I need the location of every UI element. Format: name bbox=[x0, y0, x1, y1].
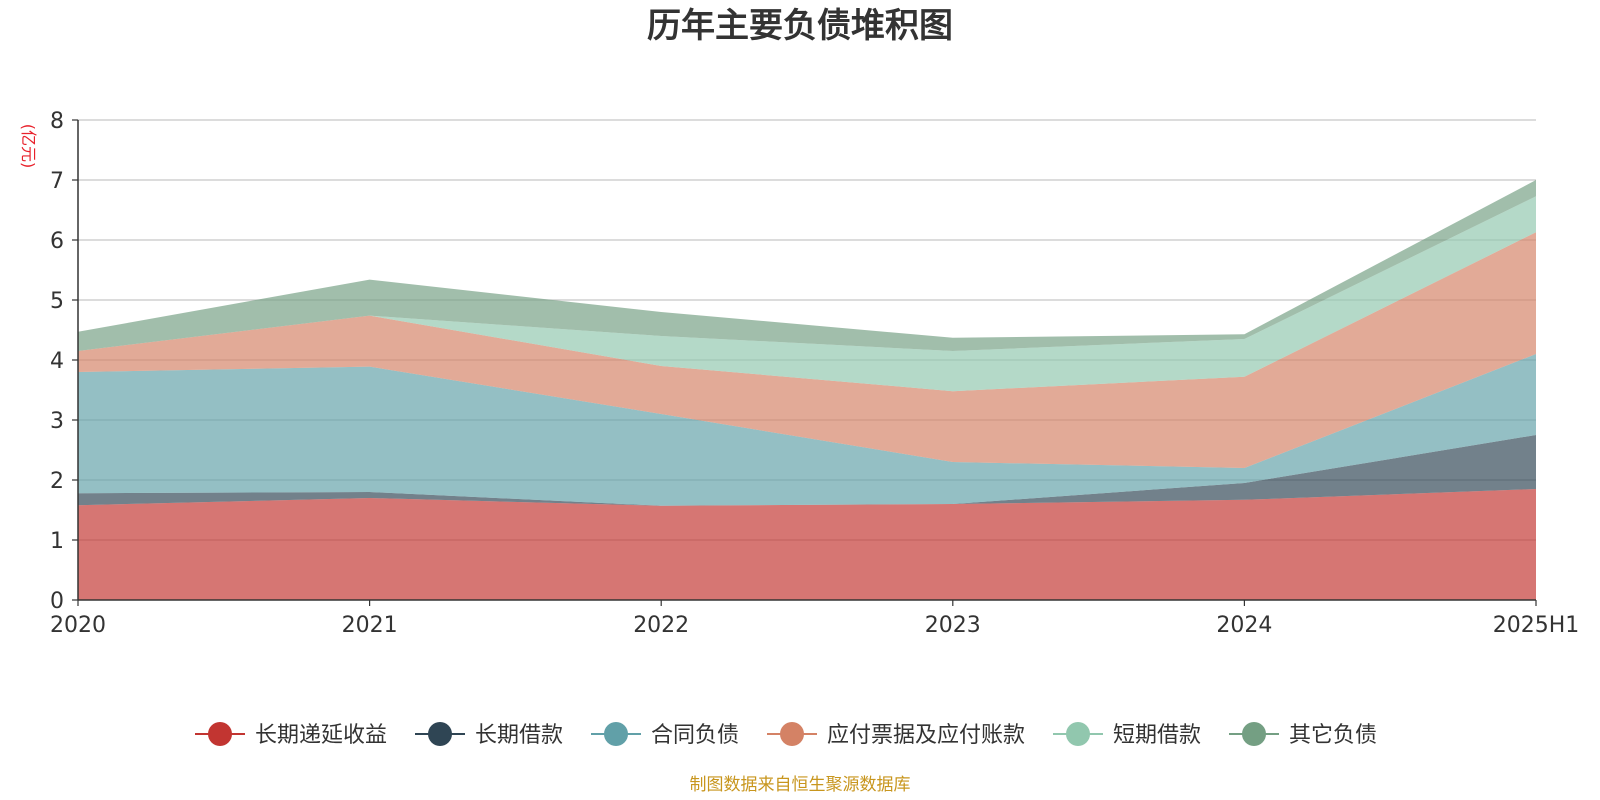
legend-marker bbox=[780, 722, 804, 746]
x-tick-label: 2020 bbox=[50, 613, 106, 638]
x-tick-label: 2022 bbox=[633, 613, 689, 638]
chart-title: 历年主要负债堆积图 bbox=[647, 6, 953, 46]
area-series bbox=[78, 180, 1536, 600]
legend-label: 长期借款 bbox=[475, 723, 563, 748]
legend-label: 合同负债 bbox=[651, 723, 739, 748]
y-tick-label: 4 bbox=[50, 349, 64, 374]
legend-marker bbox=[428, 722, 452, 746]
area-应付票据及应付账款 bbox=[78, 232, 1536, 468]
legend-label: 其它负债 bbox=[1289, 723, 1377, 748]
legend-item-其它负债[interactable]: 其它负债 bbox=[1229, 722, 1377, 748]
y-tick-label: 1 bbox=[50, 529, 64, 554]
legend-item-应付票据及应付账款[interactable]: 应付票据及应付账款 bbox=[767, 722, 1025, 748]
area-长期递延收益 bbox=[78, 489, 1536, 600]
y-tick-label: 5 bbox=[50, 289, 64, 314]
area-其它负债 bbox=[78, 180, 1536, 351]
axes: 0 1 2 3 4 5 6 7 8 2020 2021 2022 2023 2024 2025H1 bbox=[50, 109, 1579, 638]
source-note: 制图数据来自恒生聚源数据库 bbox=[690, 775, 911, 795]
y-tick-label: 7 bbox=[50, 169, 64, 194]
legend-item-长期递延收益[interactable]: 长期递延收益 bbox=[195, 722, 387, 748]
legend-item-合同负债[interactable]: 合同负债 bbox=[591, 722, 739, 748]
legend-marker bbox=[1066, 722, 1090, 746]
legend-label: 应付票据及应付账款 bbox=[827, 723, 1025, 748]
area-短期借款 bbox=[78, 196, 1536, 392]
legend-item-短期借款[interactable]: 短期借款 bbox=[1053, 722, 1201, 748]
y-tick-label: 8 bbox=[50, 109, 64, 134]
area-合同负债 bbox=[78, 354, 1536, 506]
y-tick-label: 2 bbox=[50, 469, 64, 494]
legend-label: 短期借款 bbox=[1113, 723, 1201, 748]
x-tick-label: 2025H1 bbox=[1493, 613, 1580, 638]
legend-marker bbox=[208, 722, 232, 746]
x-tick-label: 2023 bbox=[925, 613, 981, 638]
y-tick-label: 3 bbox=[50, 409, 64, 434]
area-长期借款 bbox=[78, 435, 1536, 506]
y-unit-label: (亿元) bbox=[19, 124, 38, 169]
legend-item-长期借款[interactable]: 长期借款 bbox=[415, 722, 563, 748]
y-tick-label: 0 bbox=[50, 589, 64, 614]
x-tick-label: 2024 bbox=[1216, 613, 1272, 638]
legend[interactable]: 长期递延收益 长期借款 合同负债 应付票据及应付账款 短期借款 其它负债 bbox=[195, 722, 1377, 748]
y-tick-label: 6 bbox=[50, 229, 64, 254]
legend-marker bbox=[604, 722, 628, 746]
x-tick-label: 2021 bbox=[342, 613, 398, 638]
legend-label: 长期递延收益 bbox=[255, 723, 387, 748]
legend-marker bbox=[1242, 722, 1266, 746]
